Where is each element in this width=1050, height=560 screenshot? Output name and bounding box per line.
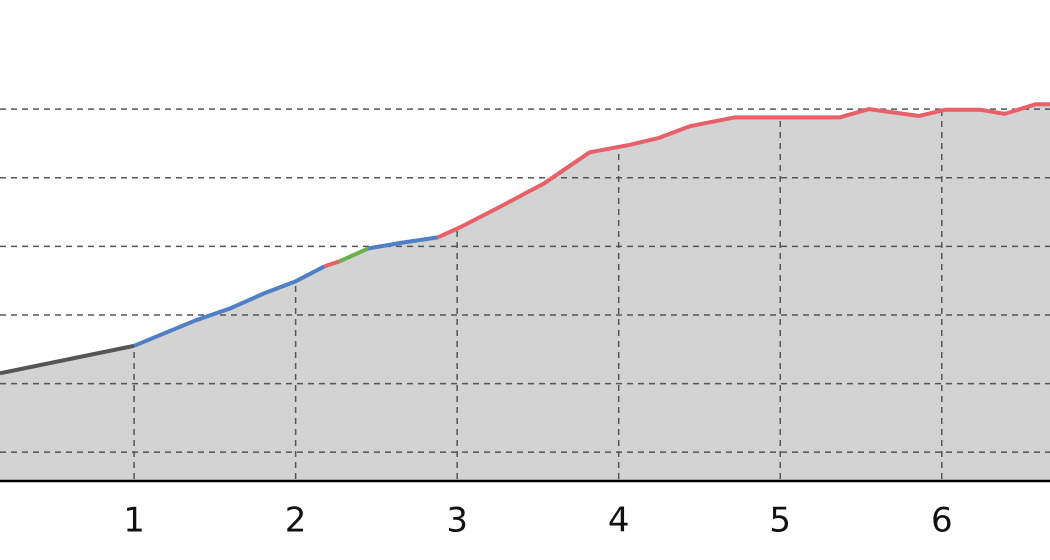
- area-fill: [0, 345, 135, 482]
- x-tick-label: 4: [608, 501, 630, 541]
- profile-line: [436, 102, 1050, 240]
- profile-line: [0, 343, 135, 376]
- profile-line: [133, 264, 326, 348]
- profile-line: [367, 235, 439, 251]
- profile-line: [324, 259, 340, 269]
- area-fill: [324, 260, 340, 482]
- x-tick-label: 2: [285, 501, 307, 541]
- x-tick-label: 5: [769, 501, 791, 541]
- area-fill: [437, 103, 1050, 482]
- x-tick-label: 3: [446, 501, 468, 541]
- profile-line: [338, 246, 370, 264]
- x-tick-label: 1: [123, 501, 145, 541]
- x-tick-label: 6: [931, 501, 953, 541]
- area-fill: [367, 236, 439, 482]
- area-fill: [338, 247, 369, 482]
